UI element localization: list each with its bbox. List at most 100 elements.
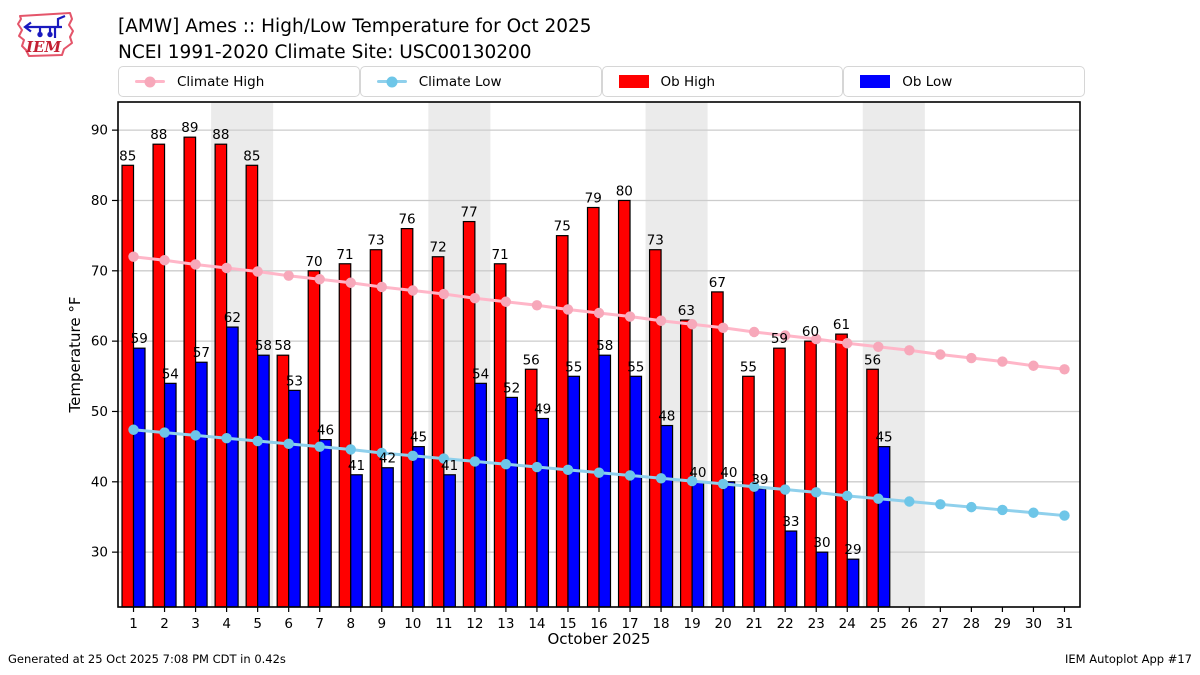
x-tick-label: 5 (253, 616, 262, 632)
ob-high-bar (493, 263, 507, 608)
bar-value-labels: 85 88 89 88 85 58 70 71 73 76 72 77 71 56 75 79 80 73 63 67… (119, 120, 892, 558)
x-tick-label: 3 (191, 616, 200, 632)
ob-high-bar (400, 228, 414, 608)
legend-item-climate-low: Climate Low (359, 66, 602, 97)
y-tick-label: 50 (91, 404, 108, 420)
climate-line-marker (438, 288, 450, 300)
y-tick-label: 80 (91, 193, 108, 209)
bar-value-label: 58 (596, 338, 613, 354)
climate-line-marker (407, 450, 419, 461)
legend-label: Climate Low (418, 73, 502, 90)
ob-low-bar (846, 558, 860, 608)
ob-high-bar (804, 340, 817, 608)
bar-value-label: 88 (212, 127, 229, 143)
climate-line-marker (159, 255, 170, 266)
y-tick-label: 30 (91, 545, 108, 561)
ob-high-bar (742, 375, 755, 608)
bar-value-label: 54 (472, 366, 489, 382)
x-tick-label: 18 (652, 616, 669, 632)
ob-low-bar (629, 375, 643, 608)
climate-line-marker (562, 304, 574, 315)
ob-high-bar (835, 333, 848, 608)
climate-line-marker (779, 330, 791, 341)
climate-line-marker (593, 467, 605, 478)
bar-value-label: 41 (441, 458, 458, 474)
climate-line-marker (345, 444, 356, 455)
ob-low-bar (443, 474, 456, 608)
ob-high-bar (773, 347, 786, 608)
bar-value-label: 85 (243, 148, 260, 164)
vane-cup-icon (37, 31, 43, 38)
ob-high-bar (307, 270, 321, 608)
iem-logo: IEM (17, 12, 74, 57)
climate-line-marker (1028, 507, 1039, 518)
bar-value-label: 53 (286, 373, 303, 389)
bar-value-label: 76 (398, 212, 415, 228)
ob-high-bar (617, 199, 631, 608)
legend-item-ob-high: Ob High (601, 66, 844, 97)
ob-low-bar (381, 467, 394, 608)
climate-line-marker (500, 296, 512, 307)
ob-high-bar (431, 256, 445, 608)
ob-high-bar (369, 249, 383, 608)
climate-line-marker (128, 424, 139, 435)
climate-line-marker (221, 432, 232, 444)
x-tick-label: 10 (404, 616, 421, 632)
bar-value-label: 58 (274, 338, 291, 354)
ob-low-bar (722, 481, 736, 608)
bar-value-label: 55 (565, 359, 582, 375)
ob-low-bar (319, 439, 332, 608)
ob-low-bar (691, 481, 705, 608)
ob-low-bar (350, 474, 363, 608)
y-tick-label: 70 (91, 263, 108, 279)
climate-line-marker (842, 490, 853, 502)
climate-line-marker (190, 259, 201, 270)
ob-low-bar (257, 354, 270, 608)
chart-title: [AMW] Ames :: High/Low Temperature for O… (118, 16, 592, 37)
bar-value-label: 67 (709, 275, 726, 291)
bar-value-label: 55 (740, 359, 757, 375)
title-block: [AMW] Ames :: High/Low Temperature for O… (118, 14, 592, 66)
ob-low-bar (505, 396, 519, 608)
x-tick-label: 2 (160, 616, 169, 632)
ob-low-bar (536, 417, 550, 608)
x-tick-label: 8 (346, 616, 355, 632)
x-axis-label: October 2025 (548, 630, 651, 648)
climate-line-marker (314, 274, 325, 285)
ob-low-bar (784, 530, 798, 608)
y-tick-label: 60 (91, 334, 108, 350)
ob-high-bar (121, 164, 135, 608)
ob-high-bar (214, 143, 228, 608)
bar-value-label: 48 (658, 409, 675, 425)
legend-item-climate-high: Climate High (118, 66, 360, 97)
climate-line-marker (407, 285, 419, 296)
y-tick-label: 90 (91, 123, 108, 139)
bar-value-label: 89 (181, 120, 198, 136)
climate-line-marker (935, 349, 946, 360)
bar-value-label: 60 (802, 324, 819, 340)
ob-high-bar (183, 136, 197, 608)
x-tick-label: 21 (746, 616, 763, 632)
climate-line-marker (935, 499, 946, 510)
ob-high-bar (711, 291, 724, 608)
bar-value-label: 72 (429, 240, 446, 256)
climate-line-marker (624, 470, 636, 481)
ob-high-swatch-icon (618, 75, 649, 88)
bar-value-label: 71 (492, 247, 509, 263)
climate-line-marker (748, 326, 760, 338)
climate-line-marker (779, 484, 791, 495)
climate-line-marker (283, 270, 294, 281)
climate-line-marker (966, 501, 977, 513)
bar-value-label: 54 (162, 366, 179, 382)
climate-line-marker (624, 311, 636, 322)
chart-subtitle: NCEI 1991-2020 Climate Site: USC00130200 (118, 42, 532, 63)
climate-line-marker (873, 493, 884, 504)
bar-value-label: 62 (224, 310, 241, 326)
weathervane-icon (23, 14, 66, 38)
ob-low-bar (815, 551, 829, 608)
climate-high-swatch-icon (135, 76, 165, 87)
bar-value-label: 88 (150, 127, 167, 143)
x-tick-label: 31 (1056, 616, 1073, 632)
x-tick-label: 25 (870, 616, 887, 632)
ob-low-bar (163, 382, 177, 608)
